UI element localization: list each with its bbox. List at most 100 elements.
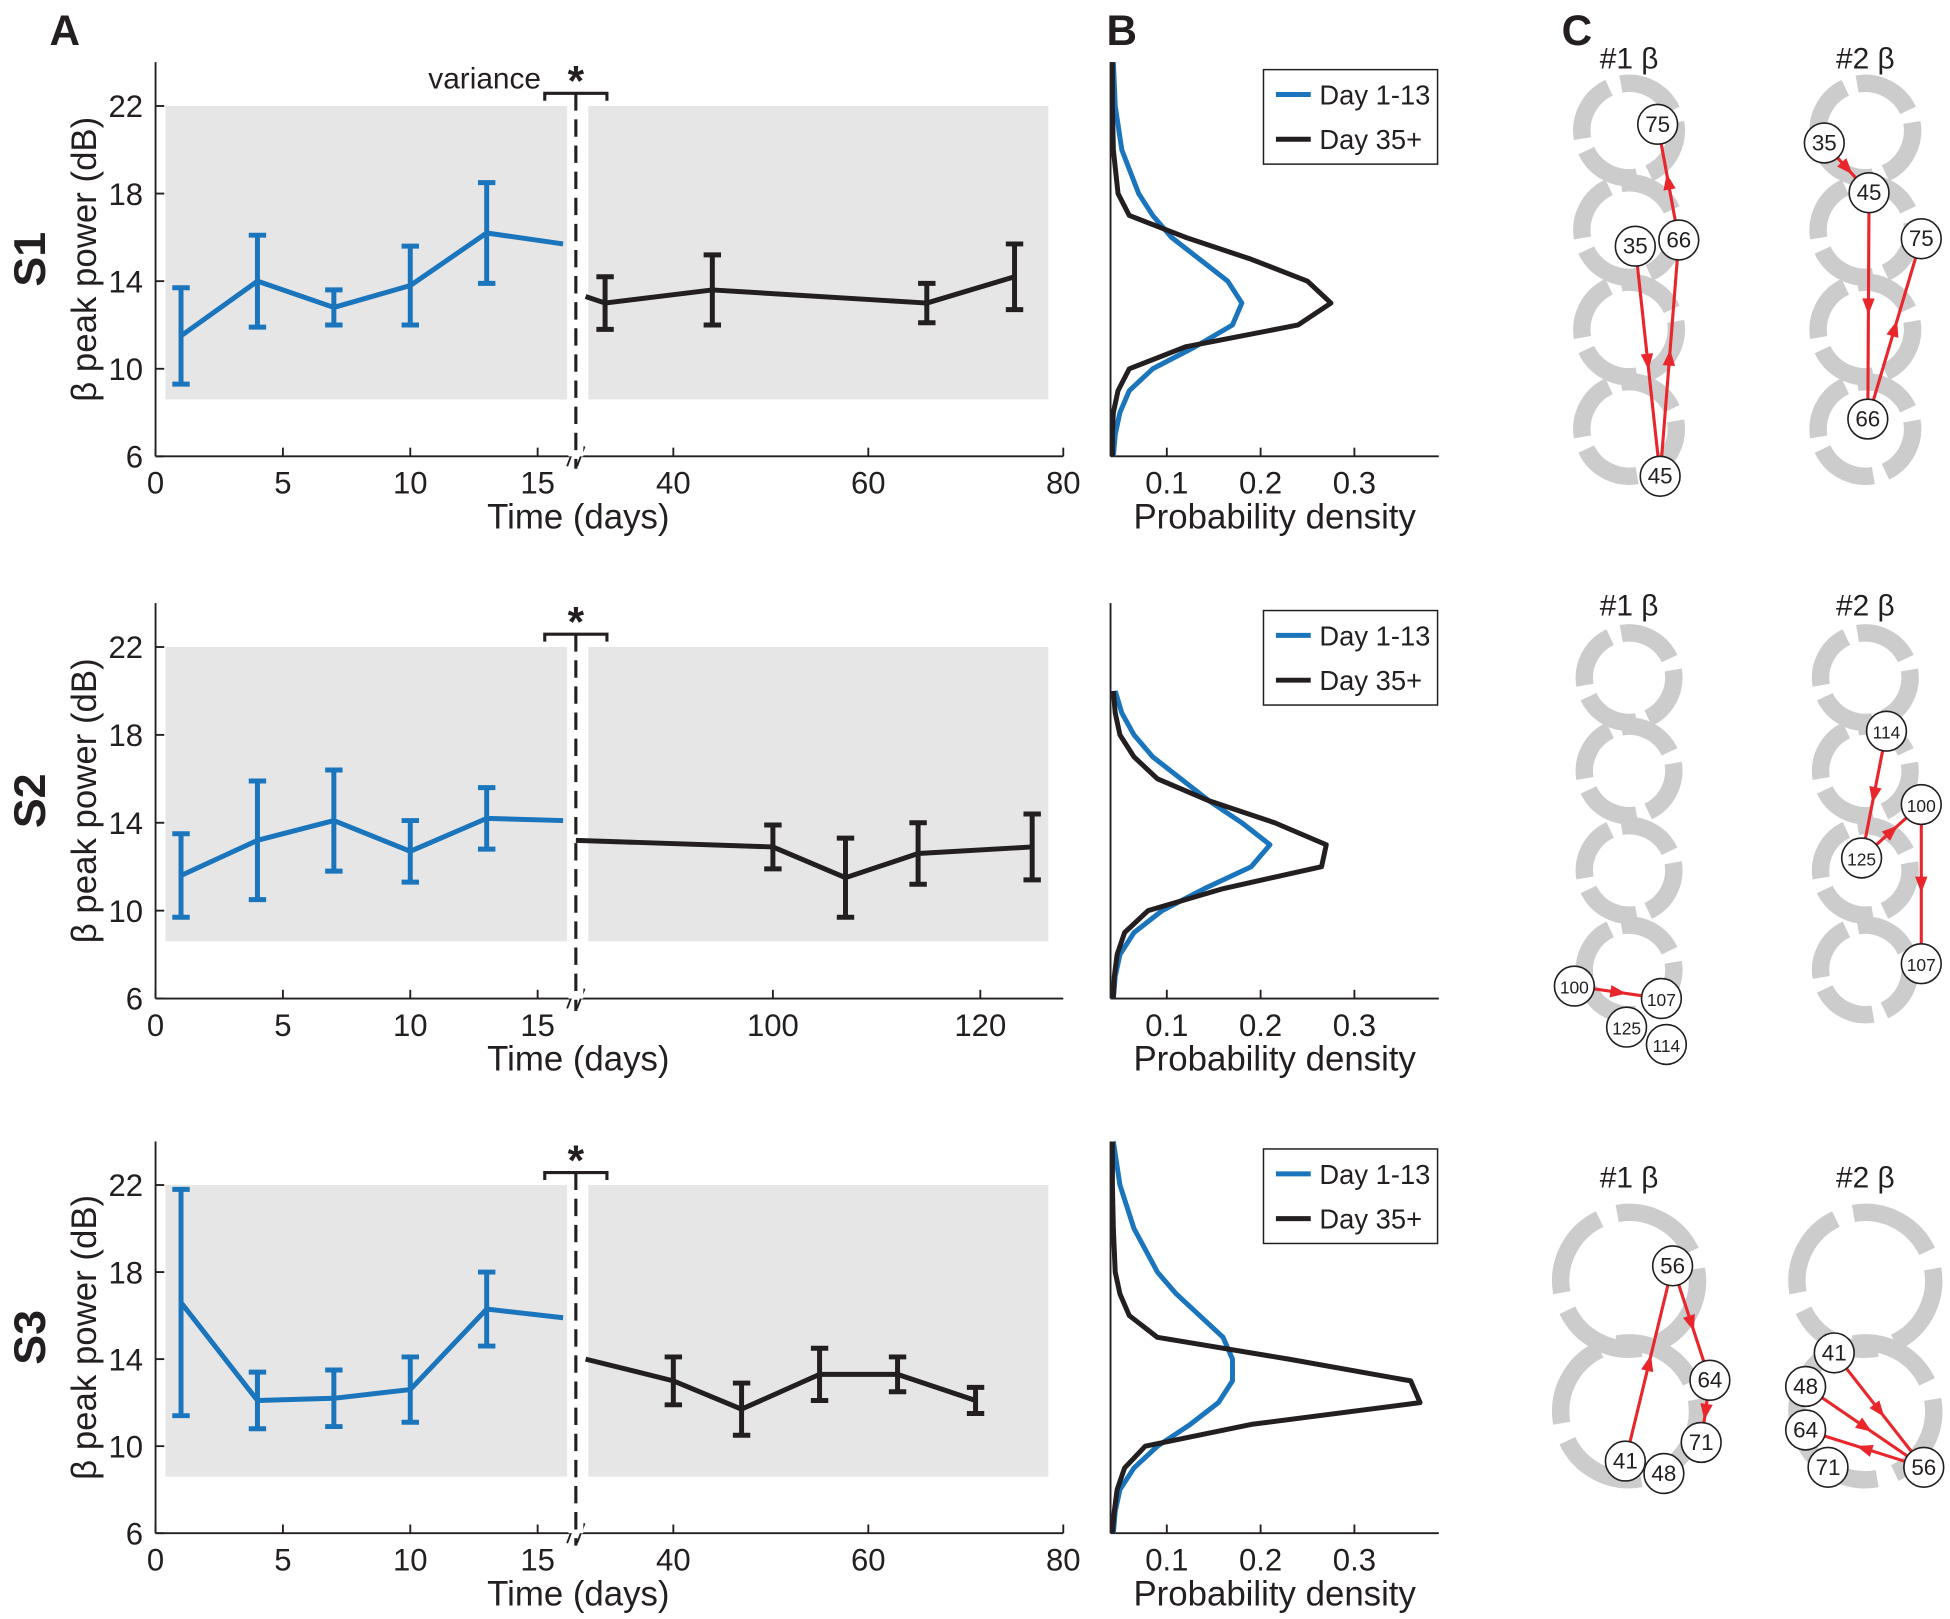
error-bar	[325, 1367, 343, 1430]
node-label: 66	[1855, 407, 1880, 432]
y-tick-label: 6	[126, 440, 143, 475]
x-tick-label: 0.1	[1145, 1543, 1188, 1578]
node-label: 35	[1623, 234, 1648, 259]
node-label: 125	[1847, 849, 1876, 869]
node	[1784, 1409, 1827, 1451]
arrow-head	[1662, 349, 1676, 367]
electrode-ring	[1573, 273, 1686, 386]
x-tick-label: 0.2	[1239, 1008, 1282, 1043]
x-tick-label: 15	[520, 466, 555, 501]
node-label: 64	[1793, 1417, 1818, 1442]
annotation: variance	[428, 62, 541, 95]
diagram-title: #2 β	[1836, 590, 1895, 623]
error-bar	[477, 180, 496, 286]
node-label: 41	[1822, 1340, 1847, 1365]
error-bar	[477, 785, 496, 852]
arrow-head	[1915, 876, 1928, 893]
arrow-head	[1609, 985, 1627, 998]
node	[1645, 1023, 1688, 1066]
node	[1651, 1245, 1694, 1287]
node-label: 45	[1648, 464, 1673, 489]
y-tick-label: 22	[109, 630, 144, 665]
panel-label: B	[1106, 7, 1137, 54]
arrow-head	[1663, 173, 1676, 191]
legend-label: Day 35+	[1319, 1204, 1422, 1235]
x-tick-label: 0.3	[1333, 466, 1376, 501]
legend-box	[1262, 68, 1439, 165]
shade	[588, 647, 1049, 942]
legend-box	[1262, 609, 1439, 706]
node	[1813, 1332, 1855, 1374]
y-tick-label: 10	[109, 352, 144, 387]
error-bar	[248, 232, 267, 330]
x-tick-label: 15	[520, 1008, 555, 1043]
error-bar	[172, 1186, 190, 1419]
node	[1847, 398, 1889, 440]
error-bar	[477, 1269, 496, 1349]
density-curve	[1109, 1141, 1423, 1534]
y-tick-label: 10	[109, 894, 144, 929]
x-tick-label: 80	[1046, 466, 1081, 501]
density-curve	[1109, 62, 1334, 457]
electrode-ring	[1551, 1334, 1707, 1489]
error-bar	[909, 820, 927, 887]
legend-label: Day 35+	[1319, 665, 1422, 696]
legend-box	[1262, 1148, 1439, 1245]
x-tick-label: 40	[656, 1543, 691, 1578]
electrode-ring	[1811, 816, 1919, 924]
x-axis-label: Time (days)	[487, 1574, 669, 1613]
electrode-ring	[1788, 1334, 1943, 1489]
error-bar	[172, 831, 190, 920]
panel-label: A	[50, 7, 81, 54]
error-bar	[764, 822, 782, 872]
node-label: 114	[1873, 723, 1901, 743]
y-tick-label: 14	[109, 806, 144, 841]
series-line	[179, 230, 564, 338]
x-tick-label: 5	[274, 1008, 291, 1043]
electrode-ring	[1811, 624, 1919, 732]
electrode-ring	[1575, 816, 1683, 924]
node-label: 45	[1857, 180, 1882, 205]
node-label: 41	[1613, 1449, 1638, 1474]
y-tick-label: 18	[109, 177, 144, 212]
break-gap	[568, 634, 584, 999]
series-line	[179, 815, 564, 878]
y-axis-label: β peak power (dB)	[65, 658, 104, 943]
x-axis-label: Time (days)	[487, 497, 669, 536]
error-bar	[1023, 811, 1041, 883]
node-label: 56	[1911, 1455, 1936, 1480]
node	[1840, 837, 1883, 879]
electrode-ring	[1575, 916, 1683, 1024]
x-tick-label: 10	[393, 1543, 428, 1578]
x-tick-label: 80	[1046, 1543, 1081, 1578]
y-tick-label: 22	[109, 1168, 144, 1203]
density-curve	[1110, 62, 1245, 457]
error-bar	[810, 1345, 829, 1403]
node	[1640, 977, 1683, 1020]
shade	[165, 105, 568, 400]
diagram-title: #2 β	[1836, 1162, 1895, 1195]
y-tick-label: 10	[109, 1429, 144, 1464]
node-label: 66	[1666, 227, 1691, 252]
error-bar	[703, 252, 722, 328]
electrode-ring	[1809, 273, 1922, 386]
shade	[588, 105, 1049, 400]
significance-mark: *	[568, 1137, 585, 1184]
node	[1903, 1446, 1945, 1489]
x-tick-label: 0.3	[1333, 1543, 1376, 1578]
error-bar	[325, 287, 343, 328]
x-tick-label: 60	[851, 466, 886, 501]
error-bar	[596, 274, 614, 332]
arrow-head	[1700, 1403, 1713, 1420]
node	[1803, 122, 1845, 164]
error-bar	[966, 1384, 985, 1417]
electrode-ring	[1788, 1203, 1943, 1358]
y-axis-label: β peak power (dB)	[65, 1195, 104, 1480]
node	[1614, 225, 1656, 267]
row-label: S2	[5, 773, 55, 828]
electrode-ring	[1573, 74, 1686, 187]
x-tick-label: 0	[147, 466, 164, 501]
significance-bracket	[543, 91, 609, 101]
y-tick-label: 6	[126, 1516, 143, 1551]
